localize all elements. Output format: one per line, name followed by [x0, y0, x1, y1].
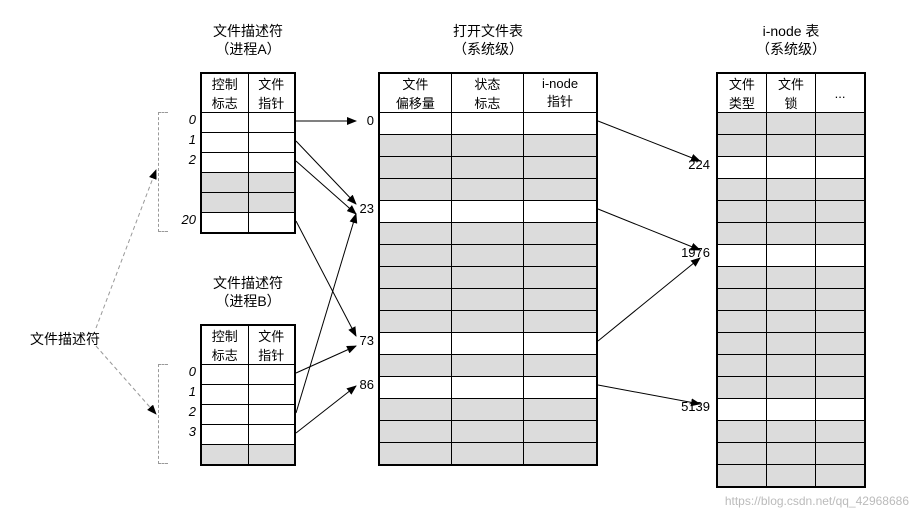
watermark: https://blog.csdn.net/qq_42968686 [725, 494, 909, 508]
diagram-root: 文件描述符 （进程A） 文件描述符 （进程B） 打开文件表 （系统级） i-no… [0, 0, 917, 512]
arrows-svg [0, 0, 917, 512]
